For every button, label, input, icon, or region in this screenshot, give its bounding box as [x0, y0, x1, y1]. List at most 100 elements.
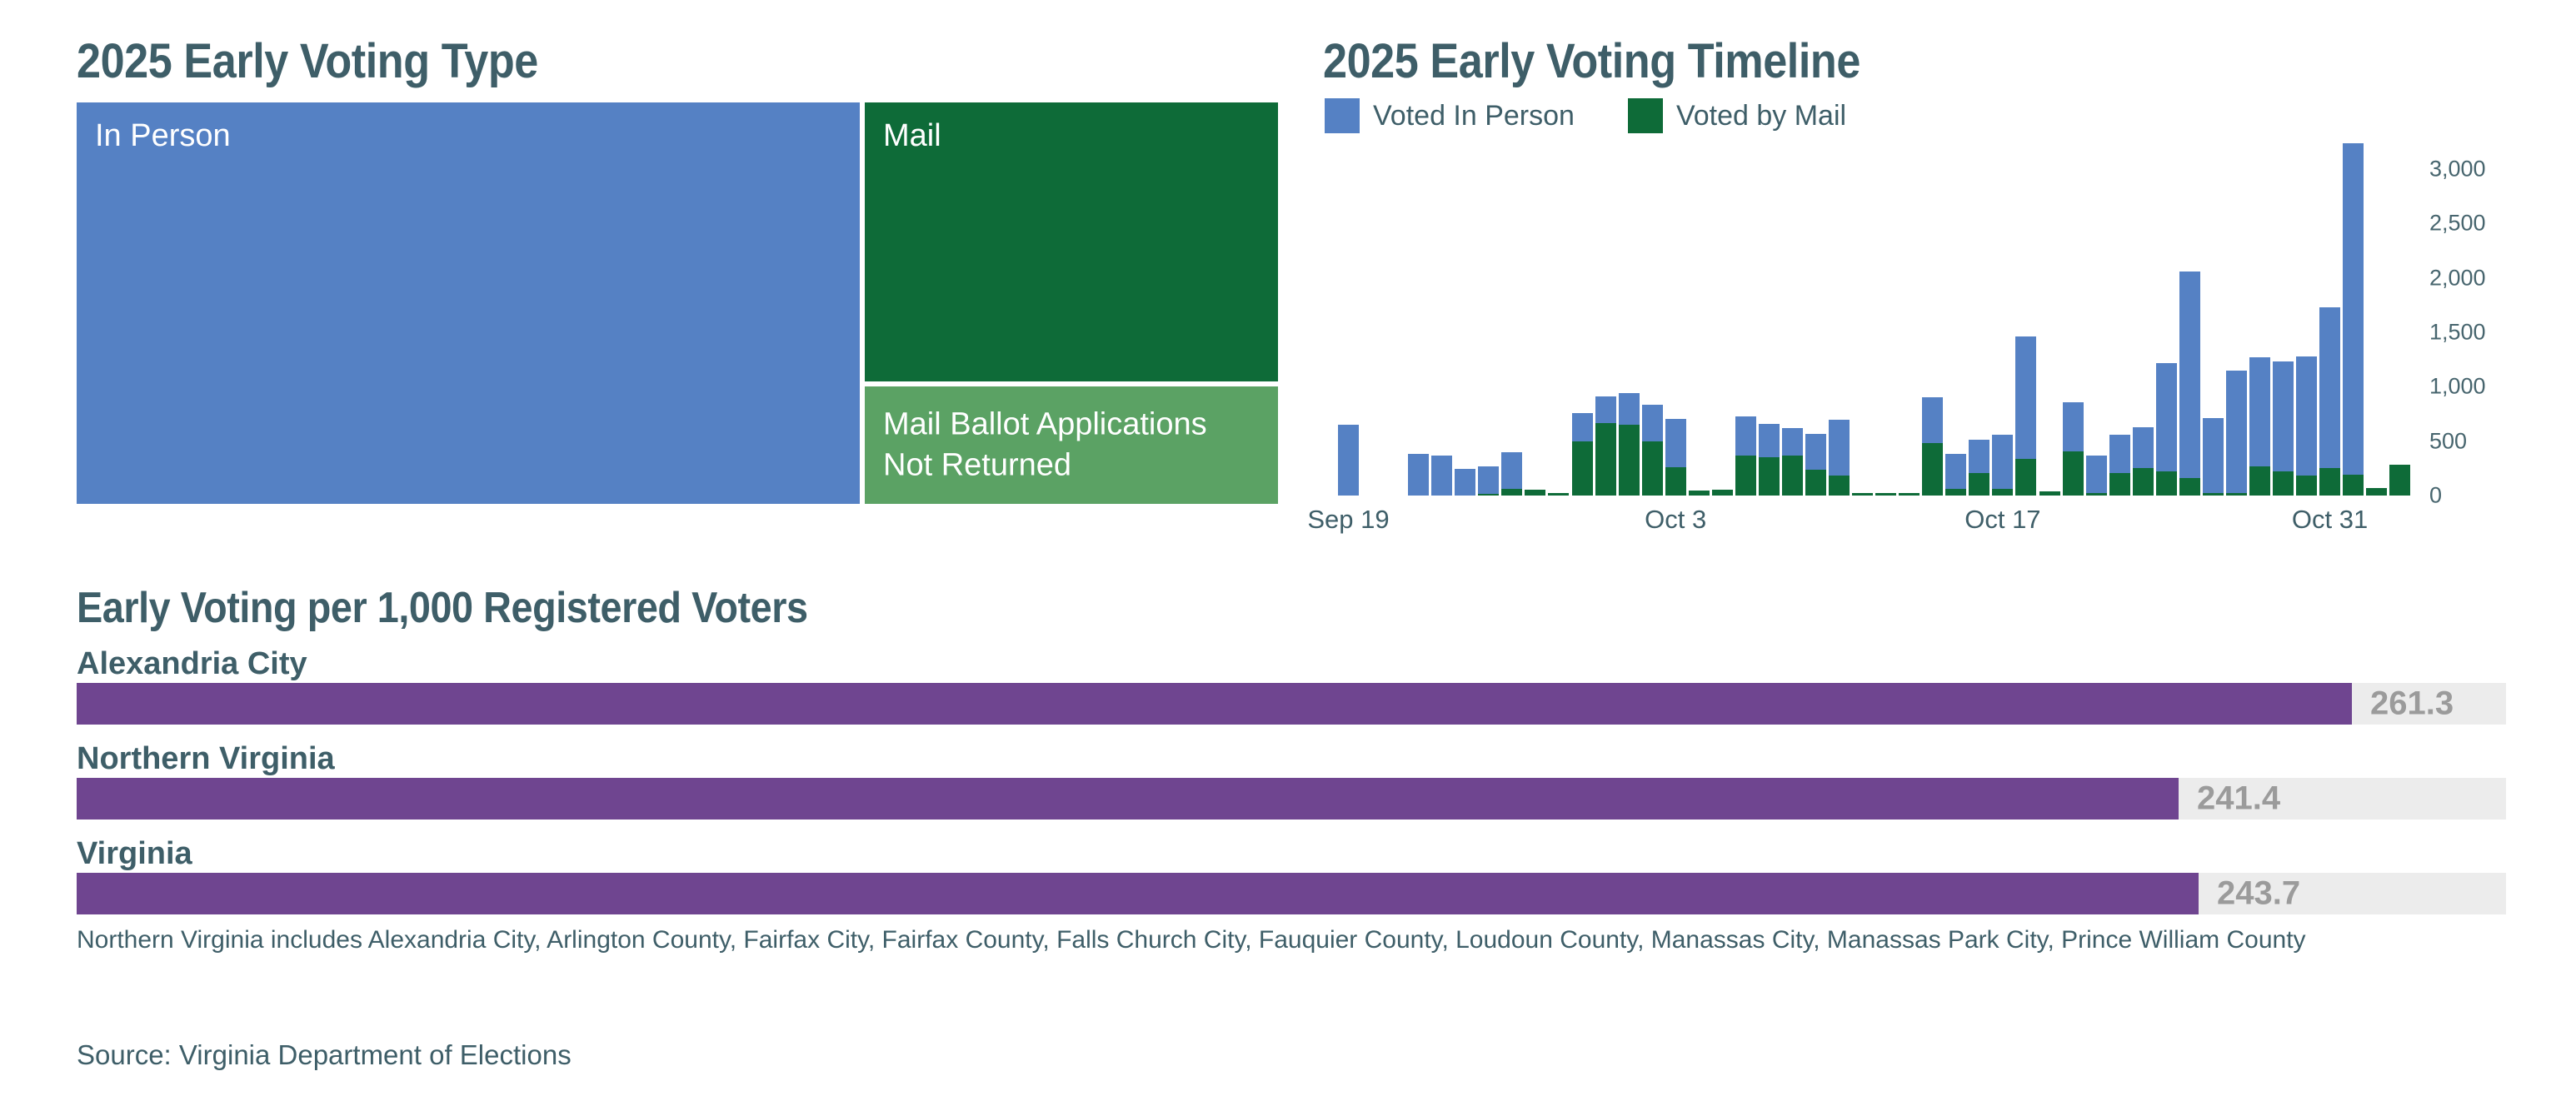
timeline-bar-mail	[2085, 492, 2107, 496]
timeline-bar-mail	[1618, 425, 1640, 496]
legend-item-voted-in-person: Voted In Person	[1325, 98, 1575, 133]
legend-item-voted-by-mail: Voted by Mail	[1627, 98, 1847, 133]
timeline-bar-in-person	[1665, 418, 1686, 468]
treemap-title: 2025 Early Voting Type	[77, 34, 538, 88]
timeline-bar-in-person	[1595, 396, 1616, 424]
per1000-bar-value: 261.3	[2370, 685, 2454, 722]
per1000-row-label: Alexandria City	[77, 646, 307, 681]
timeline-bar-mail	[2179, 478, 2200, 496]
timeline-bar-in-person	[1431, 456, 1453, 496]
timeline-bar-mail	[1829, 475, 1850, 496]
timeline-bar-in-person	[1969, 440, 1990, 474]
timeline-bar-in-person	[2202, 418, 2224, 494]
treemap-cell-mail-not-returned-label: Mail Ballot Applications Not Returned	[883, 406, 1207, 483]
timeline-x-tick-label: Oct 3	[1645, 505, 1707, 534]
voted-in-person-label: Voted In Person	[1373, 99, 1575, 132]
timeline-bar-mail	[2319, 468, 2341, 496]
timeline-bar-mail	[1525, 490, 1546, 496]
per1000-bar-track: 241.4	[77, 778, 2506, 820]
timeline-bar-in-person	[1992, 434, 2014, 490]
timeline-bar-mail	[1501, 489, 1523, 496]
timeline-bar-in-person	[2132, 427, 2154, 469]
voted-in-person-swatch-icon	[1325, 98, 1360, 133]
per1000-bar-value: 241.4	[2197, 780, 2281, 817]
per1000-bar-fill	[77, 873, 2199, 914]
timeline-bar-mail	[1758, 457, 1780, 496]
timeline-y-tick-label: 3,000	[2429, 156, 2486, 182]
treemap-cell-in-person-label: In Person	[95, 118, 231, 153]
timeline-bar-in-person	[1735, 416, 1756, 456]
timeline-x-tick-label: Oct 17	[1964, 505, 2041, 534]
per1000-bar-track: 243.7	[77, 873, 2506, 914]
treemap-cell-in-person: In Person	[77, 102, 860, 504]
timeline-bar-mail	[1899, 492, 1920, 496]
timeline-x-tick-label: Oct 31	[2291, 505, 2369, 534]
timeline-bar-in-person	[1781, 427, 1803, 456]
source-note: Source: Virginia Department of Elections	[77, 1039, 572, 1070]
footnote: Northern Virginia includes Alexandria Ci…	[77, 926, 2306, 954]
timeline-bar-in-person	[2296, 356, 2318, 476]
per1000-bar-value: 243.7	[2217, 874, 2301, 912]
timeline-bar-in-person	[1338, 425, 1359, 496]
timeline-bar-mail	[2296, 475, 2318, 496]
timeline-bar-mail	[2132, 468, 2154, 496]
timeline-bar-mail	[1875, 493, 1897, 496]
timeline-bar-mail	[1595, 423, 1616, 496]
timeline-y-tick-label: 1,500	[2429, 319, 2486, 345]
timeline-bar-mail	[1571, 441, 1593, 496]
timeline-bar-mail	[1478, 494, 1500, 496]
timeline-bar-mail	[2039, 491, 2060, 496]
timeline-y-tick-label: 1,000	[2429, 373, 2486, 399]
timeline-bar-mail	[1735, 455, 1756, 496]
timeline-bar-mail	[1992, 489, 2014, 496]
timeline-bar-mail	[1922, 443, 1944, 496]
timeline-bar-in-person	[2015, 336, 2037, 459]
treemap-cell-mail-label: Mail	[883, 118, 941, 153]
timeline-legend: Voted In Person Voted by Mail	[1325, 98, 1885, 133]
timeline-bar-mail	[1781, 456, 1803, 496]
treemap-cell-mail-not-returned: Mail Ballot Applications Not Returned	[865, 386, 1278, 504]
timeline-bar-in-person	[2179, 271, 2200, 479]
voted-by-mail-label: Voted by Mail	[1675, 99, 1847, 132]
timeline-bar-mail	[1641, 441, 1663, 496]
per1000-row-label: Northern Virginia	[77, 741, 335, 776]
timeline-bar-mail	[2249, 466, 2270, 496]
per1000-row-label: Virginia	[77, 836, 192, 871]
timeline-bar-mail	[2366, 487, 2388, 496]
timeline-bar-mail	[2273, 471, 2294, 496]
timeline-bar-in-person	[1408, 454, 1430, 496]
timeline-bar-mail	[1852, 493, 1874, 496]
timeline-bar-mail	[2343, 475, 2364, 496]
timeline-bar-in-person	[1758, 423, 1780, 458]
timeline-bar-mail	[2109, 473, 2130, 496]
timeline-y-tick-label: 0	[2429, 482, 2443, 508]
timeline-y-tick-label: 2,500	[2429, 210, 2486, 236]
timeline-y-tick-label: 2,000	[2429, 265, 2486, 291]
timeline-title: 2025 Early Voting Timeline	[1323, 34, 1860, 88]
timeline-bar-mail	[2155, 471, 2177, 496]
timeline-bar-in-person	[1571, 412, 1593, 442]
timeline-bar-in-person	[1478, 466, 1500, 495]
timeline-bar-mail	[2225, 492, 2247, 496]
timeline-bar-in-person	[2109, 435, 2130, 474]
per1000-bar-track: 261.3	[77, 683, 2506, 725]
timeline-bar-mail	[1665, 467, 1686, 496]
timeline-bar-in-person	[1945, 453, 1967, 490]
timeline-bar-mail	[1805, 469, 1826, 496]
timeline-bar-in-person	[2062, 402, 2084, 452]
timeline-bar-in-person	[2319, 306, 2341, 469]
timeline-bar-mail	[1969, 473, 1990, 496]
timeline-bar-mail	[1688, 491, 1710, 496]
timeline-bar-in-person	[2225, 370, 2247, 493]
timeline-bar-mail	[2015, 458, 2037, 496]
timeline-bar-in-person	[1641, 404, 1663, 442]
timeline-bar-mail	[1945, 489, 1967, 496]
timeline-bar-mail	[2389, 465, 2411, 496]
timeline-bar-in-person	[1501, 451, 1523, 490]
timeline-bar-in-person	[1618, 392, 1640, 426]
timeline-bar-in-person	[2343, 142, 2364, 476]
timeline-bar-in-person	[1922, 397, 1944, 444]
timeline-bar-mail	[2202, 493, 2224, 496]
timeline-bar-mail	[1711, 490, 1733, 496]
